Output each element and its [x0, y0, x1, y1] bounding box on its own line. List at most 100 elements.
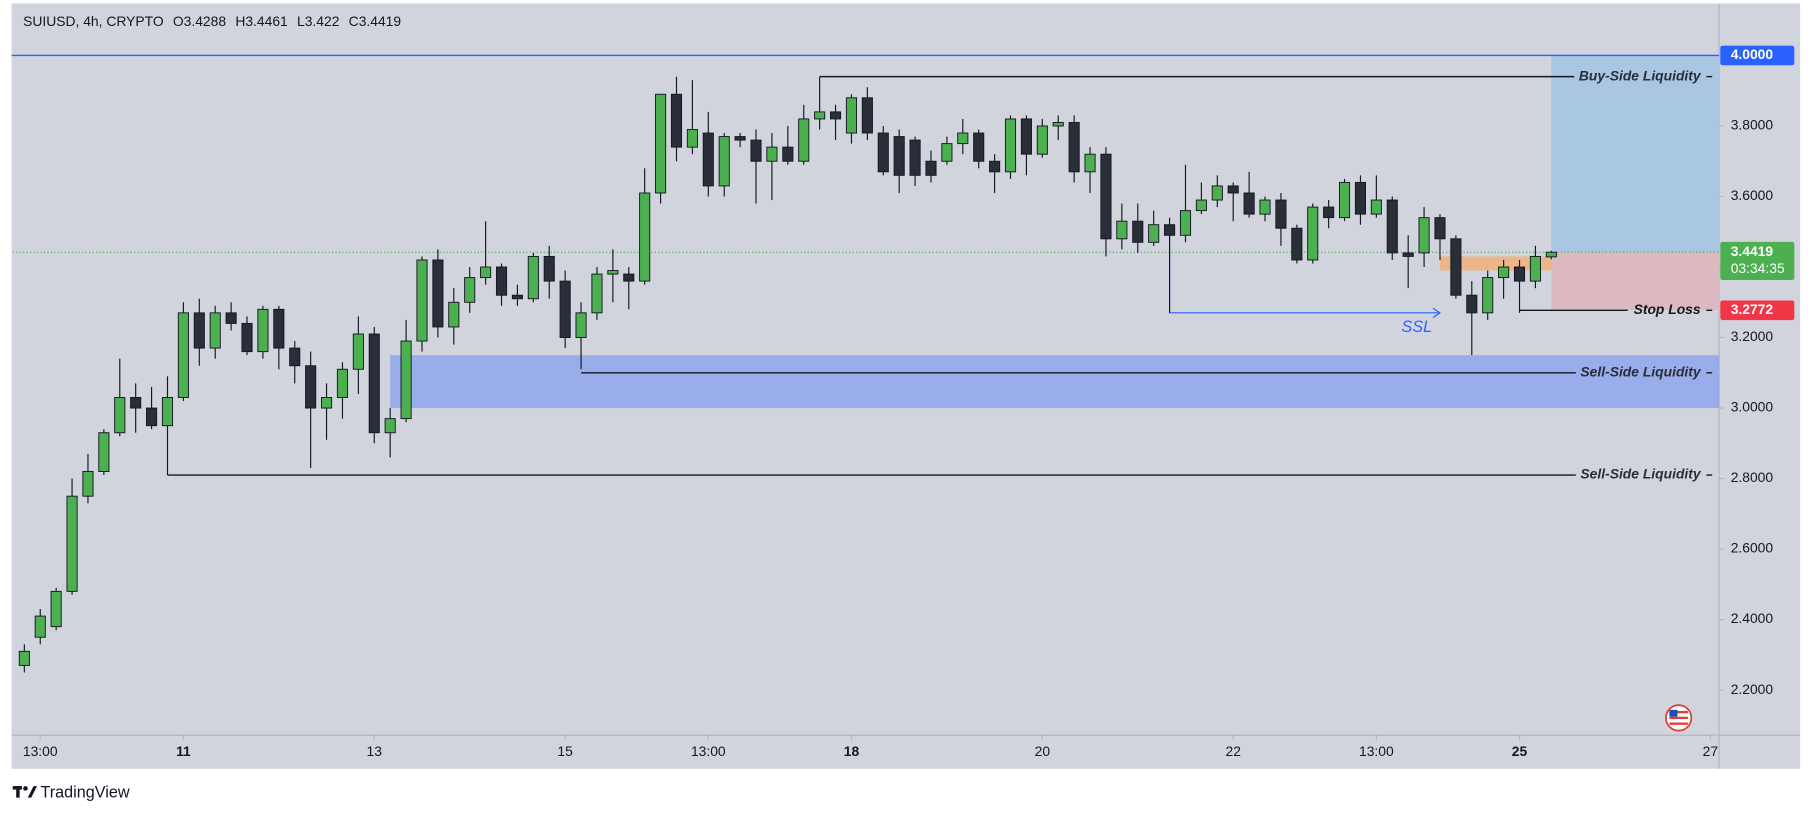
- x-tick-label: 15: [557, 743, 573, 759]
- candle-body-down: [877, 132, 889, 173]
- symbol-legend: SUIUSD, 4h, CRYPTO O3.4288 H3.4461 L3.422 C3…: [23, 13, 401, 29]
- candle-body-down: [305, 365, 317, 409]
- candle-body-down: [1275, 199, 1287, 229]
- candle-body-up: [336, 368, 349, 398]
- candle-body-up: [1036, 125, 1048, 155]
- candle-body-up: [941, 143, 953, 162]
- candle-body-down: [432, 259, 444, 328]
- candle-body-down: [225, 312, 237, 324]
- candle-body-down: [1164, 224, 1176, 236]
- candle-body-down: [146, 407, 158, 427]
- x-tick-label: 13:00: [23, 743, 58, 759]
- countdown: 03:34:35: [1731, 260, 1785, 276]
- x-tick-label: 13:00: [1359, 743, 1394, 759]
- candle-body-down: [1243, 192, 1255, 215]
- level-label: Sell-Side Liquidity: [1580, 363, 1701, 379]
- candle-body-down: [829, 111, 842, 120]
- candle-body-up: [114, 397, 126, 434]
- horizontal-line-badge: [1720, 45, 1795, 66]
- candle-body-up: [1418, 217, 1430, 254]
- candle-body-up: [1116, 220, 1128, 240]
- candle-body-up: [1338, 181, 1351, 219]
- y-tick-label: 2.6000: [1731, 540, 1774, 556]
- candle-body-down: [1513, 266, 1526, 282]
- candle-body-down: [702, 132, 714, 187]
- candle-body-down: [241, 322, 253, 353]
- candle-body-up: [607, 270, 619, 275]
- candle-body-up: [480, 266, 492, 279]
- x-tick-label: 20: [1035, 743, 1051, 759]
- candle-body-up: [1370, 199, 1382, 215]
- legend-item: 3.4288: [184, 13, 227, 29]
- candle-body-down: [1291, 227, 1303, 261]
- candle-body-down: [782, 146, 794, 162]
- candle-body-up: [575, 312, 587, 338]
- candle-body-down: [1450, 238, 1462, 296]
- candle-body-up: [1498, 266, 1510, 279]
- candle-body-down: [1020, 118, 1032, 155]
- target-area: [1551, 55, 1720, 253]
- candle-body-down: [193, 312, 205, 349]
- candle-body-down: [989, 160, 1001, 173]
- y-tick-label: 3.8000: [1731, 117, 1774, 133]
- candle-body-up: [686, 129, 698, 148]
- legend-item: C: [349, 13, 359, 29]
- candle-body-down: [511, 294, 523, 300]
- candle-body-up: [639, 192, 651, 282]
- candle-body-down: [1386, 199, 1398, 254]
- current-price: 3.4419: [1731, 243, 1774, 259]
- candle-body-up: [352, 333, 364, 370]
- x-tick-label: 13:00: [691, 743, 726, 759]
- candle-body-up: [1529, 255, 1541, 282]
- candle-body-up: [66, 495, 78, 592]
- candle-body-down: [1068, 121, 1080, 173]
- y-tick-label: 3.6000: [1731, 187, 1774, 203]
- candle-body-down: [734, 136, 746, 141]
- brand-logo: [12, 786, 38, 798]
- candle-body-up: [18, 650, 30, 666]
- candle-body-down: [559, 280, 571, 338]
- candle-body-down: [1227, 185, 1239, 194]
- candle-body-down: [273, 308, 285, 349]
- y-tick-label: 3.0000: [1731, 399, 1774, 415]
- y-tick-label: 2.2000: [1731, 681, 1774, 697]
- candle-body-down: [925, 160, 937, 176]
- legend-item: 3.4419: [359, 13, 402, 29]
- y-tick-label: 3.2000: [1731, 328, 1774, 344]
- x-tick-label: 27: [1703, 743, 1719, 759]
- ssl-label: SSL: [1402, 318, 1433, 336]
- candle-body-up: [448, 301, 460, 328]
- candle-body-down: [289, 347, 301, 367]
- candle-body-up: [50, 590, 62, 628]
- candle-body-up: [718, 136, 730, 187]
- brand-name: TradingView: [40, 783, 129, 801]
- legend-item: 3.4461: [245, 13, 288, 29]
- candle-body-down: [1434, 217, 1446, 240]
- candle-body-up: [416, 259, 428, 342]
- candle-body-up: [527, 255, 539, 300]
- candle-body-down: [909, 139, 921, 176]
- candle-body-down: [368, 333, 380, 434]
- candle-body-up: [1307, 206, 1319, 261]
- level-label: Buy-Side Liquidity: [1579, 67, 1702, 83]
- candle-body-down: [495, 266, 508, 296]
- candle-body-up: [257, 308, 269, 353]
- candle-body-down: [973, 132, 985, 162]
- candle-body-down: [1323, 206, 1335, 219]
- x-tick-label: 13: [367, 743, 383, 759]
- candle-body-up: [814, 111, 826, 120]
- current-price-badge: [1720, 241, 1795, 280]
- candle-body-down: [670, 93, 683, 148]
- liquidity-zone: [390, 355, 1720, 409]
- candle-body-down: [623, 273, 635, 282]
- candle-body-down: [130, 397, 142, 409]
- candle-body-up: [1259, 199, 1271, 215]
- stop-loss-label: Stop Loss: [1634, 301, 1701, 317]
- x-tick-label: 11: [176, 743, 191, 759]
- candle-body-down: [1100, 153, 1112, 240]
- x-tick-label: 25: [1512, 743, 1528, 759]
- candle-body-up: [845, 97, 858, 134]
- y-tick-label: 2.8000: [1731, 469, 1774, 485]
- candle-body-down: [750, 139, 762, 162]
